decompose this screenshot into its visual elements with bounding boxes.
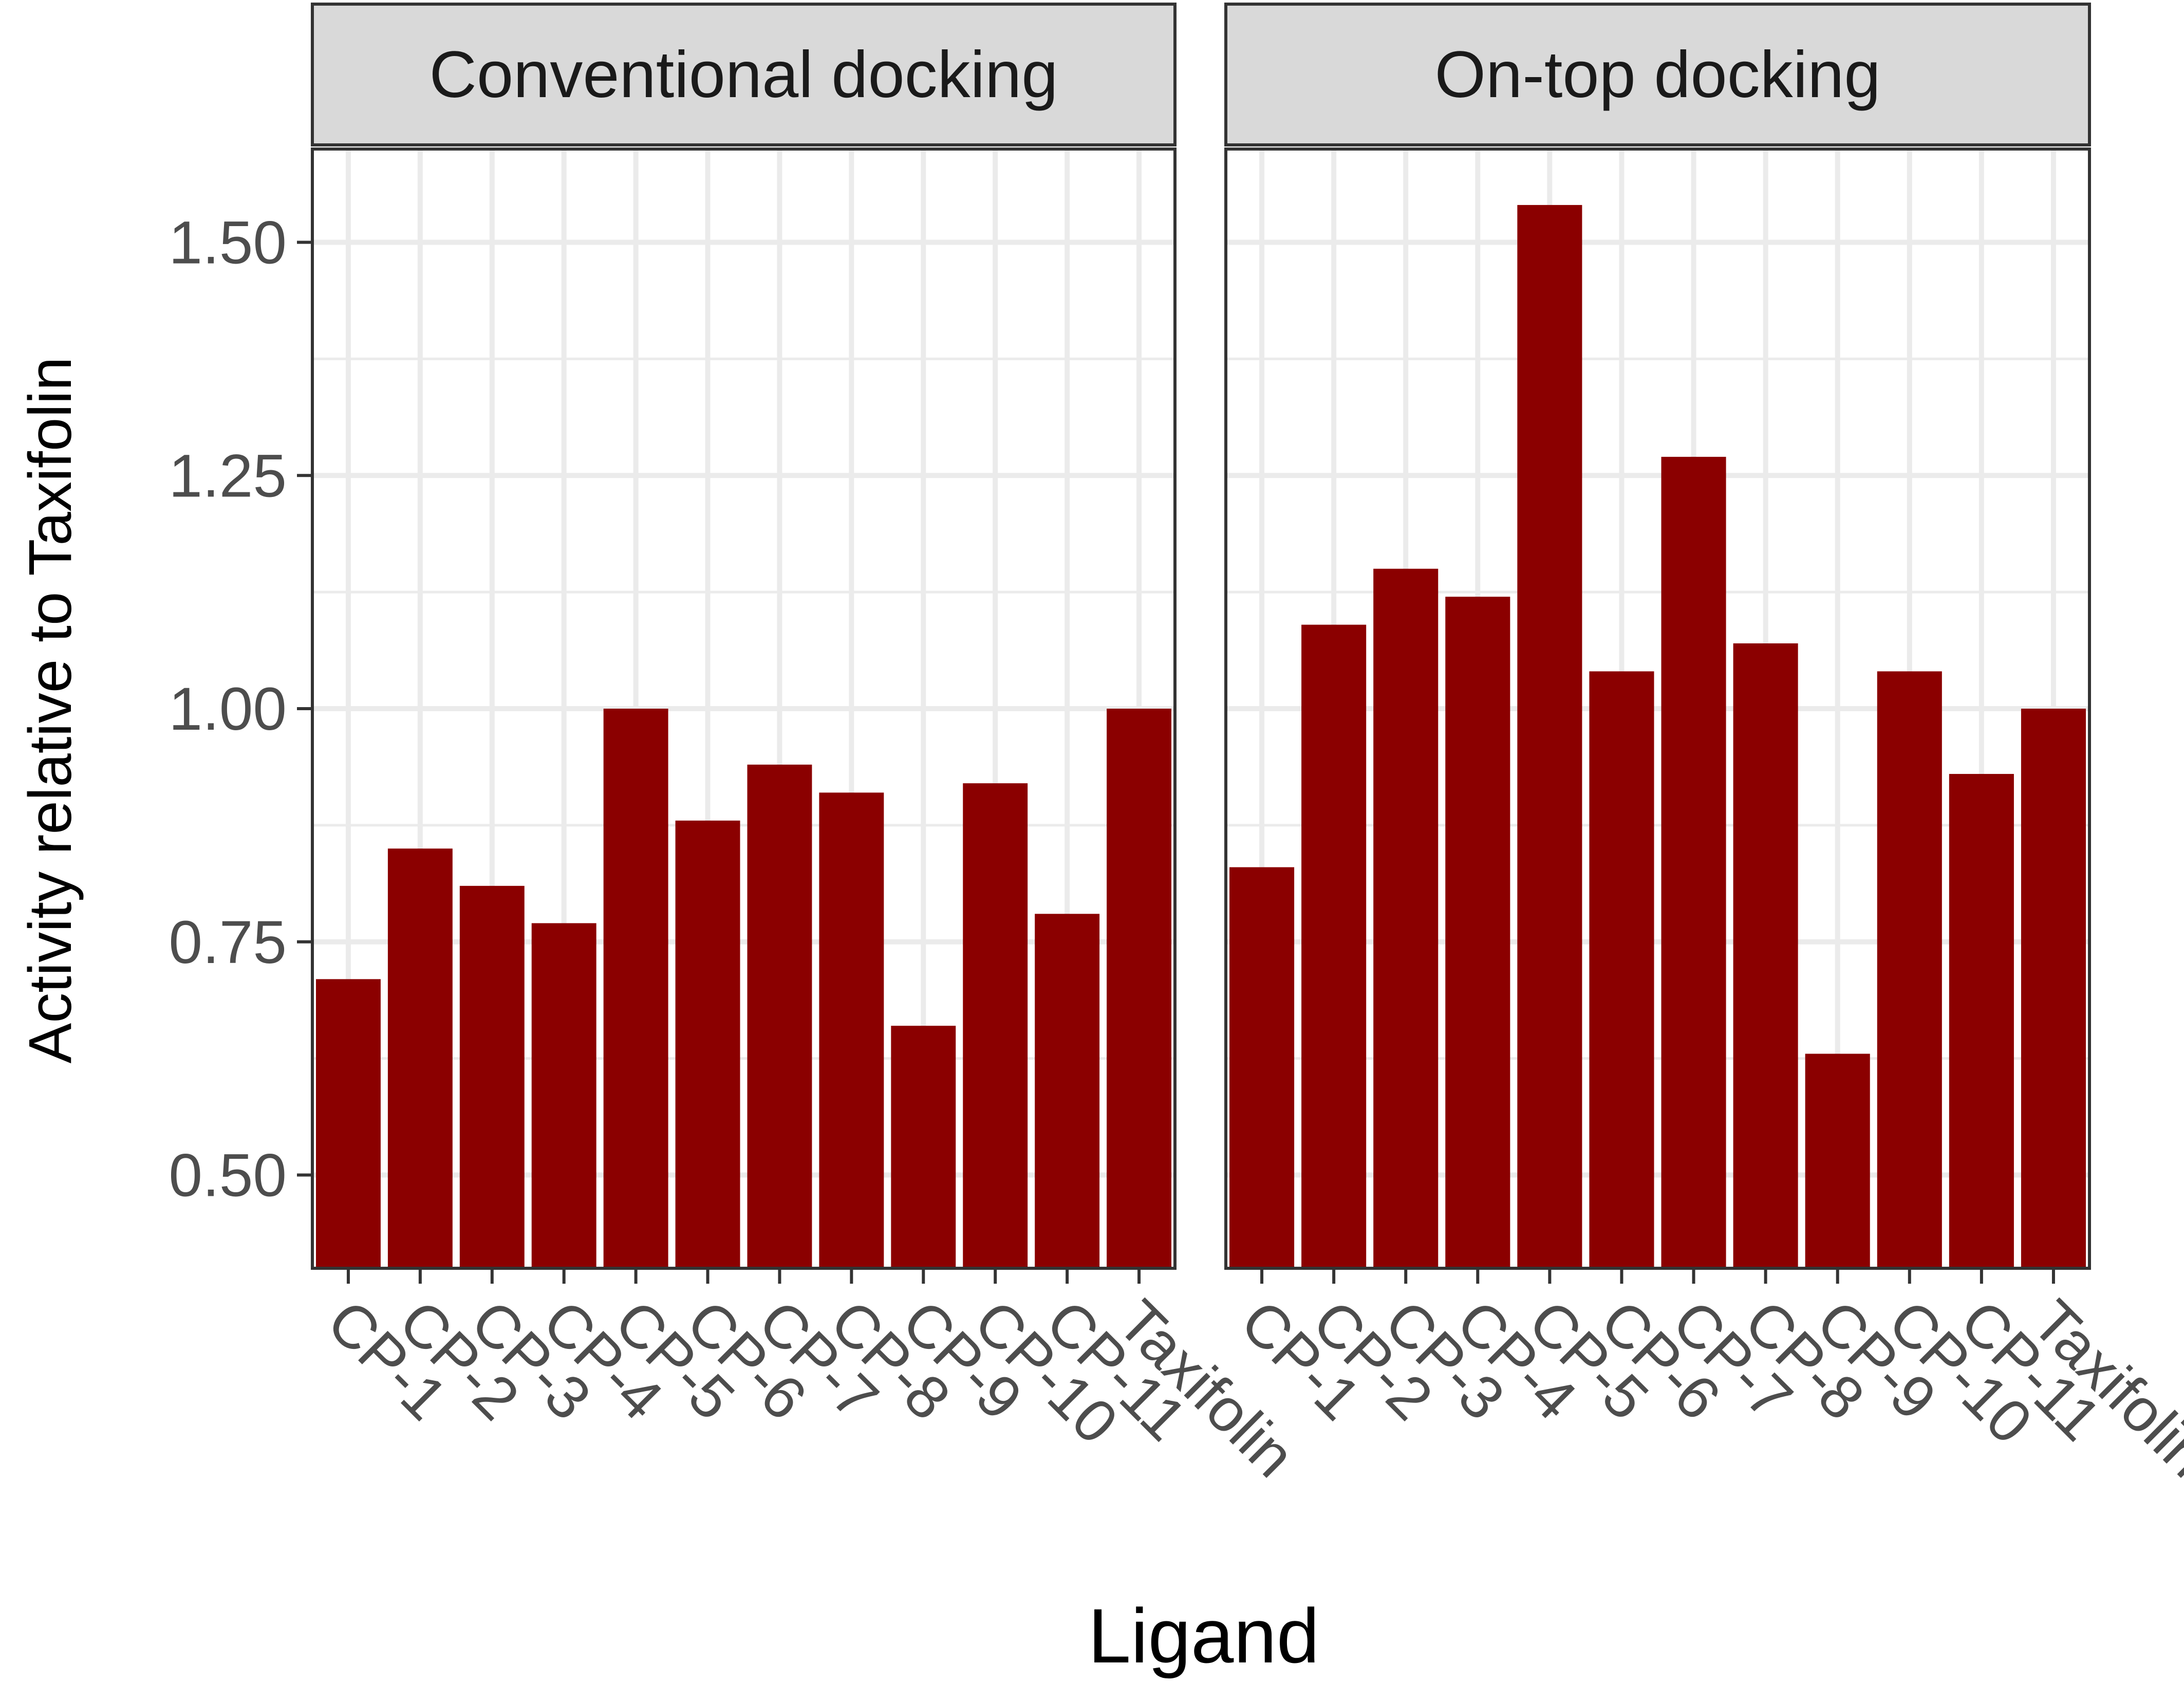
bar-cp-8 xyxy=(819,792,884,1268)
y-tick-label: 0.50 xyxy=(169,1142,287,1210)
facet-title: On-top docking xyxy=(1434,38,1880,112)
bar-cp-7 xyxy=(747,764,812,1268)
panel-2: On-top dockingCP-1CP-2CP-3CP-4CP-5CP-6CP… xyxy=(1224,3,2184,1490)
bar-cp-6 xyxy=(1589,671,1654,1268)
bar-cp-5 xyxy=(603,709,668,1268)
bar-cp-1 xyxy=(1229,867,1295,1268)
bar-cp-11 xyxy=(1035,914,1100,1268)
y-tick-label: 1.00 xyxy=(169,675,287,743)
bar-cp-3 xyxy=(1373,568,1439,1268)
bar-cp-4 xyxy=(531,923,596,1268)
y-tick-label: 1.50 xyxy=(169,209,287,277)
facet-title: Conventional docking xyxy=(430,38,1058,112)
y-axis: 0.50 0.75 1.00 1.25 1.50 xyxy=(169,209,312,1210)
bar-cp-9 xyxy=(1805,1053,1870,1268)
bar-cp-11 xyxy=(1949,774,2014,1268)
bar-taxifolin xyxy=(1107,709,1172,1268)
bar-cp-5 xyxy=(1517,205,1582,1269)
y-tick-label: 1.25 xyxy=(169,442,287,510)
bar-cp-2 xyxy=(387,848,453,1268)
bar-cp-9 xyxy=(891,1026,956,1268)
bar-cp-4 xyxy=(1445,597,1510,1268)
bar-cp-10 xyxy=(1877,671,1942,1268)
bar-cp-10 xyxy=(963,783,1028,1268)
y-axis-label: Activity relative to Taxifolin xyxy=(16,357,84,1063)
facet-strip xyxy=(1224,3,2091,146)
bar-cp-2 xyxy=(1301,624,1367,1268)
bar-cp-7 xyxy=(1661,456,1726,1269)
panel-1: Conventional dockingCP-1CP-2CP-3CP-4CP-5… xyxy=(311,3,1308,1490)
bar-cp-8 xyxy=(1733,643,1798,1268)
bar-cp-6 xyxy=(675,820,740,1268)
x-axis-label: Ligand xyxy=(1088,1593,1319,1679)
panel-border xyxy=(1224,147,2091,1270)
y-tick-label: 0.75 xyxy=(169,909,287,976)
bar-taxifolin xyxy=(2021,709,2086,1268)
facet-strip xyxy=(311,3,1177,146)
bar-cp-1 xyxy=(315,979,381,1268)
bar-cp-3 xyxy=(459,885,525,1268)
